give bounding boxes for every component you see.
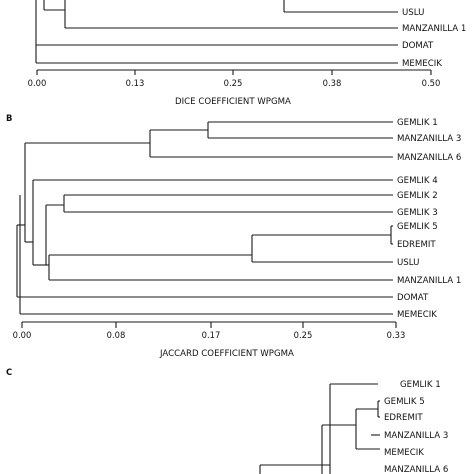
panel-c: C GEMLIK 1 GEMLIK 5 EDREMIT MANZANILLA 3… bbox=[6, 367, 448, 474]
panel-b-axis: 0.00 0.08 0.17 0.25 0.33 JACCARD COEFFIC… bbox=[13, 321, 406, 359]
leaf-label: MANZANILLA 1 bbox=[402, 24, 466, 34]
axis-tick-label: 0.50 bbox=[422, 78, 441, 88]
axis-tick-label: 0.13 bbox=[126, 78, 145, 88]
leaf-label: MEMECIK bbox=[402, 59, 442, 69]
panel-label: C bbox=[6, 367, 12, 377]
axis-caption: DICE COEFFICIENT WPGMA bbox=[175, 97, 291, 107]
leaf-label: MANZANILLA 3 bbox=[384, 431, 448, 441]
leaf-label: MEMECIK bbox=[397, 310, 437, 320]
panel-b-leaf-labels: GEMLIK 1 MANZANILLA 3 MANZANILLA 6 GEMLI… bbox=[397, 118, 461, 320]
leaf-label: USLU bbox=[397, 258, 419, 268]
panel-a-axis: 0.00 0.13 0.25 0.38 0.50 DICE COEFFICIEN… bbox=[28, 69, 441, 107]
axis-tick-label: 0.38 bbox=[323, 78, 342, 88]
leaf-label: DOMAT bbox=[402, 41, 434, 51]
leaf-label: GEMLIK 2 bbox=[397, 191, 438, 201]
panel-c-tree bbox=[259, 383, 380, 474]
panel-b-tree bbox=[16, 121, 393, 315]
leaf-label: MANZANILLA 1 bbox=[397, 276, 461, 286]
axis-tick-label: 0.17 bbox=[202, 330, 221, 340]
leaf-label: DOMAT bbox=[397, 293, 429, 303]
axis-tick-label: 0.00 bbox=[13, 330, 32, 340]
leaf-label: USLU bbox=[402, 8, 424, 18]
leaf-label: MANZANILLA 6 bbox=[397, 153, 461, 163]
leaf-label: GEMLIK 3 bbox=[397, 208, 438, 218]
leaf-label: EDREMIT bbox=[397, 240, 436, 250]
axis-tick-label: 0.25 bbox=[224, 78, 243, 88]
leaf-label: EDREMIT bbox=[384, 413, 423, 423]
axis-tick-label: 0.08 bbox=[107, 330, 126, 340]
axis-tick-label: 0.25 bbox=[294, 330, 313, 340]
leaf-label: MEMECIK bbox=[384, 448, 424, 458]
leaf-label: GEMLIK 4 bbox=[397, 176, 438, 186]
panel-a: USLU MANZANILLA 1 DOMAT MEMECIK 0.00 0.1… bbox=[28, 0, 466, 107]
axis-caption: JACCARD COEFFICIENT WPGMA bbox=[159, 349, 294, 359]
leaf-label: MANZANILLA 6 bbox=[384, 465, 448, 474]
leaf-label: GEMLIK 5 bbox=[384, 397, 425, 407]
leaf-label: GEMLIK 1 bbox=[397, 118, 438, 128]
leaf-label: GEMLIK 1 bbox=[400, 380, 441, 390]
axis-tick-label: 0.33 bbox=[387, 330, 406, 340]
panel-a-leaf-labels: USLU MANZANILLA 1 DOMAT MEMECIK bbox=[402, 8, 466, 69]
panel-c-leaf-labels: GEMLIK 1 GEMLIK 5 EDREMIT MANZANILLA 3 M… bbox=[384, 380, 448, 474]
panel-a-tree bbox=[35, 0, 398, 64]
leaf-label: MANZANILLA 3 bbox=[397, 134, 461, 144]
axis-tick-label: 0.00 bbox=[28, 78, 47, 88]
panel-b: B bbox=[6, 113, 461, 359]
panel-label: B bbox=[6, 113, 12, 123]
leaf-label: GEMLIK 5 bbox=[397, 222, 438, 232]
